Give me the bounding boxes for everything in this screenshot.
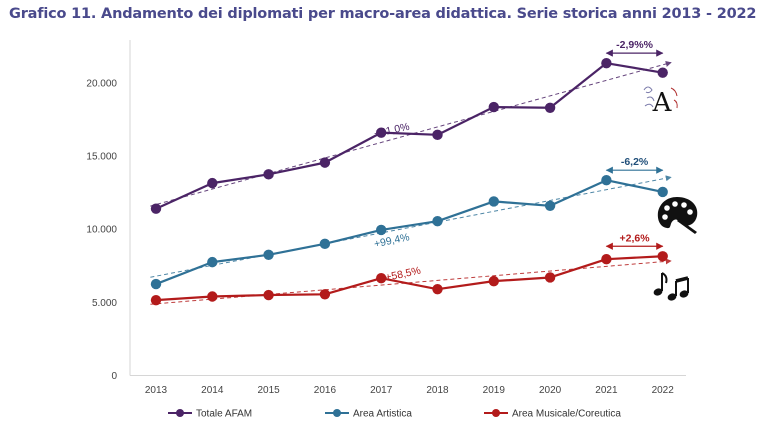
data-point <box>601 57 612 69</box>
data-point <box>432 129 443 141</box>
data-point <box>150 294 162 306</box>
data-point <box>150 203 162 214</box>
data-point <box>657 251 668 262</box>
legend-item: Totale AFAM <box>168 409 252 420</box>
y-tick-label: 20.000 <box>86 78 117 89</box>
series-line <box>155 62 663 210</box>
music-notes-icon <box>653 272 689 301</box>
x-tick-label: 2017 <box>370 385 393 396</box>
x-tick-label: 2019 <box>483 385 506 396</box>
legend-marker <box>492 409 500 417</box>
data-point <box>657 186 668 198</box>
data-point <box>488 101 499 113</box>
x-tick-label: 2014 <box>201 385 224 396</box>
data-point <box>488 275 499 287</box>
data-point <box>319 289 331 300</box>
data-point <box>207 177 218 189</box>
series-line <box>155 179 663 286</box>
data-point <box>544 102 556 113</box>
x-tick-label: 2015 <box>257 385 280 396</box>
x-tick-label: 2022 <box>652 385 675 396</box>
data-point <box>207 256 218 268</box>
x-tick-label: 2018 <box>426 385 449 396</box>
legend-marker <box>176 409 184 417</box>
data-point <box>376 127 387 138</box>
data-point <box>207 291 218 302</box>
x-tick-label: 2016 <box>314 385 337 396</box>
legend-label: Area Musicale/Coreutica <box>512 409 621 420</box>
legend-label: Area Artistica <box>353 409 412 420</box>
x-tick-label: 2013 <box>145 385 168 396</box>
afam-logo-icon: A <box>641 84 683 118</box>
y-tick-label: 5.000 <box>92 298 117 309</box>
y-tick-label: 10.000 <box>86 225 117 236</box>
data-point <box>376 273 387 284</box>
palette-icon <box>657 197 698 234</box>
legend-marker <box>333 409 341 417</box>
data-point <box>263 289 274 301</box>
chart-title: Grafico 11. Andamento dei diplomati per … <box>9 6 757 22</box>
change-label: -2,9%% <box>616 39 653 51</box>
data-point <box>319 238 331 250</box>
data-point <box>544 200 556 211</box>
series-line <box>155 255 663 302</box>
trend-line <box>150 258 672 305</box>
change-label: -6,2% <box>621 156 649 168</box>
y-tick-label: 15.000 <box>86 152 117 163</box>
x-tick-label: 2020 <box>539 385 562 396</box>
data-point <box>657 67 668 78</box>
data-point <box>319 157 331 168</box>
data-point <box>488 196 499 207</box>
data-point <box>544 272 556 283</box>
legend-label: Totale AFAM <box>196 409 252 420</box>
data-point <box>432 283 443 295</box>
svg-text:A: A <box>652 88 673 118</box>
data-point <box>432 215 443 227</box>
data-point <box>376 224 387 236</box>
change-label: +2,6% <box>620 232 651 244</box>
data-point <box>263 249 274 261</box>
data-point <box>601 253 612 265</box>
trend-line <box>150 175 672 278</box>
trend-line <box>150 61 672 207</box>
legend-item: Area Musicale/Coreutica <box>484 409 621 420</box>
x-tick-label: 2021 <box>595 385 618 396</box>
data-point <box>263 169 274 180</box>
data-point <box>150 278 162 290</box>
legend-item: Area Artistica <box>325 409 412 420</box>
data-point <box>601 174 612 186</box>
y-tick-label: 0 <box>111 371 117 382</box>
